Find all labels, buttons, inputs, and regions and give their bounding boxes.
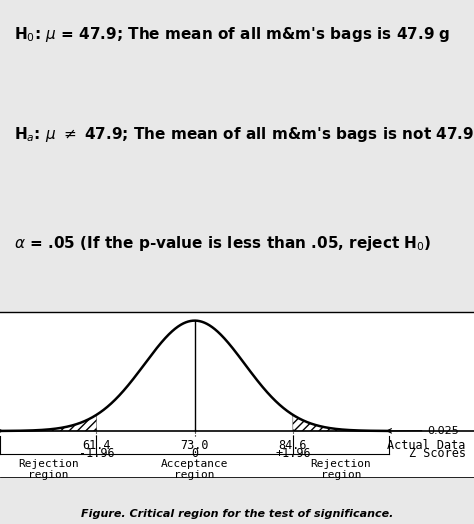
Text: +1.96: +1.96	[275, 447, 310, 461]
Text: 0.025: 0.025	[0, 425, 2, 435]
Text: 0.025: 0.025	[387, 425, 459, 435]
Text: 73.0: 73.0	[181, 439, 209, 452]
Text: Rejection
region: Rejection region	[311, 459, 372, 481]
Text: $\alpha$ = .05 (If the p-value is less than .05, reject H$_0$): $\alpha$ = .05 (If the p-value is less t…	[14, 234, 432, 253]
Text: -1.96: -1.96	[79, 447, 114, 461]
Text: Actual Data: Actual Data	[387, 439, 465, 452]
Text: H$_0$: $\mu$ = 47.9; The mean of all m&m's bags is 47.9 g: H$_0$: $\mu$ = 47.9; The mean of all m&m…	[14, 25, 451, 44]
Text: 84.6: 84.6	[279, 439, 307, 452]
Text: H$_a$: $\mu$ $\neq$ 47.9; The mean of all m&m's bags is not 47.9 g: H$_a$: $\mu$ $\neq$ 47.9; The mean of al…	[14, 125, 474, 144]
Text: Figure. Critical region for the test of significance.: Figure. Critical region for the test of …	[81, 509, 393, 519]
Text: Rejection
region: Rejection region	[18, 459, 79, 481]
Text: 0: 0	[191, 447, 198, 461]
Text: Z Scores: Z Scores	[409, 447, 465, 461]
Text: 61.4: 61.4	[82, 439, 111, 452]
Text: Acceptance
region: Acceptance region	[161, 459, 228, 481]
